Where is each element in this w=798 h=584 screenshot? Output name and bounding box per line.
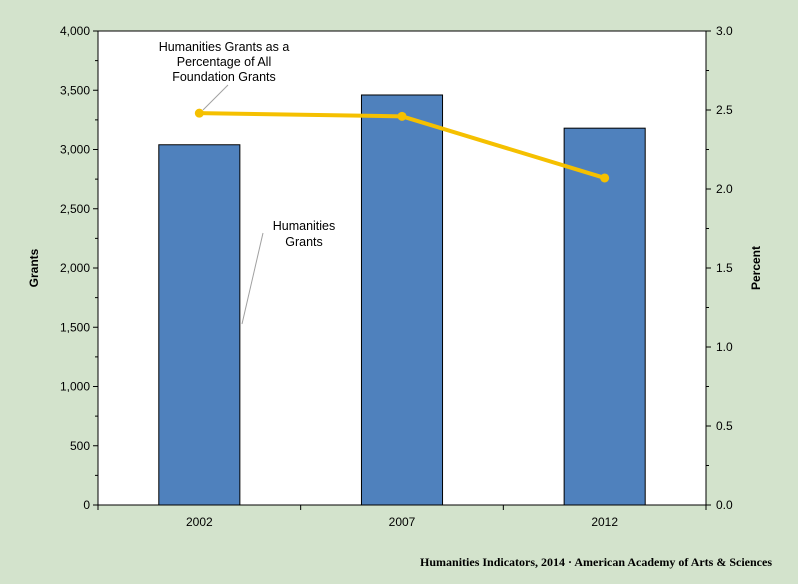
y-tick-label: 4,000: [60, 24, 90, 38]
line-annotation-text: Percentage of All: [177, 55, 272, 69]
y2-tick-label: 0.5: [716, 419, 733, 433]
y-axis-title: Grants: [27, 248, 41, 287]
y-tick-label: 2,500: [60, 202, 90, 216]
credit-line: Humanities Indicators, 2014 · American A…: [420, 555, 772, 569]
axes-layer: 0 500 1,000 1,500 2,000 2,500 3,000 3,500 4,000 0…: [60, 24, 733, 529]
bar: [563, 127, 646, 506]
y2-tick-label: 2.5: [716, 103, 733, 117]
bar-annotation-text: Humanities: [273, 219, 336, 233]
line-annotation-text: Foundation Grants: [172, 70, 276, 84]
bar: [158, 144, 241, 506]
y-tick-label: 1,500: [60, 320, 90, 334]
x-tick-label: 2012: [591, 515, 618, 529]
line-point: [600, 173, 610, 183]
x-tick-label: 2002: [186, 515, 213, 529]
bar-annotation-text: Grants: [285, 235, 323, 249]
y-tick-label: 0: [83, 498, 90, 512]
bars-layer: [158, 94, 646, 506]
line-annotation-text: Humanities Grants as a: [159, 40, 290, 54]
line-point: [397, 111, 407, 121]
x-tick-label: 2007: [389, 515, 416, 529]
annotations-layer: Humanities Grants Humanities Grants as aPe…: [159, 40, 336, 325]
y2-tick-label: 1.0: [716, 340, 733, 354]
y-tick-label: 1,000: [60, 380, 90, 394]
line-layer: [194, 108, 610, 183]
line-annotation-leader: [202, 84, 229, 111]
y2-tick-label: 0.0: [716, 498, 733, 512]
y2-tick-label: 3.0: [716, 24, 733, 38]
line-point: [194, 108, 204, 118]
y2-tick-label: 2.0: [716, 182, 733, 196]
y2-tick-label: 1.5: [716, 261, 733, 275]
y-tick-label: 3,000: [60, 143, 90, 157]
y-tick-label: 2,000: [60, 261, 90, 275]
y-tick-label: 500: [70, 439, 90, 453]
y-tick-label: 3,500: [60, 83, 90, 97]
bar-annotation-leader: [241, 232, 264, 325]
y2-axis-title: Percent: [749, 246, 763, 290]
bar: [360, 94, 444, 506]
